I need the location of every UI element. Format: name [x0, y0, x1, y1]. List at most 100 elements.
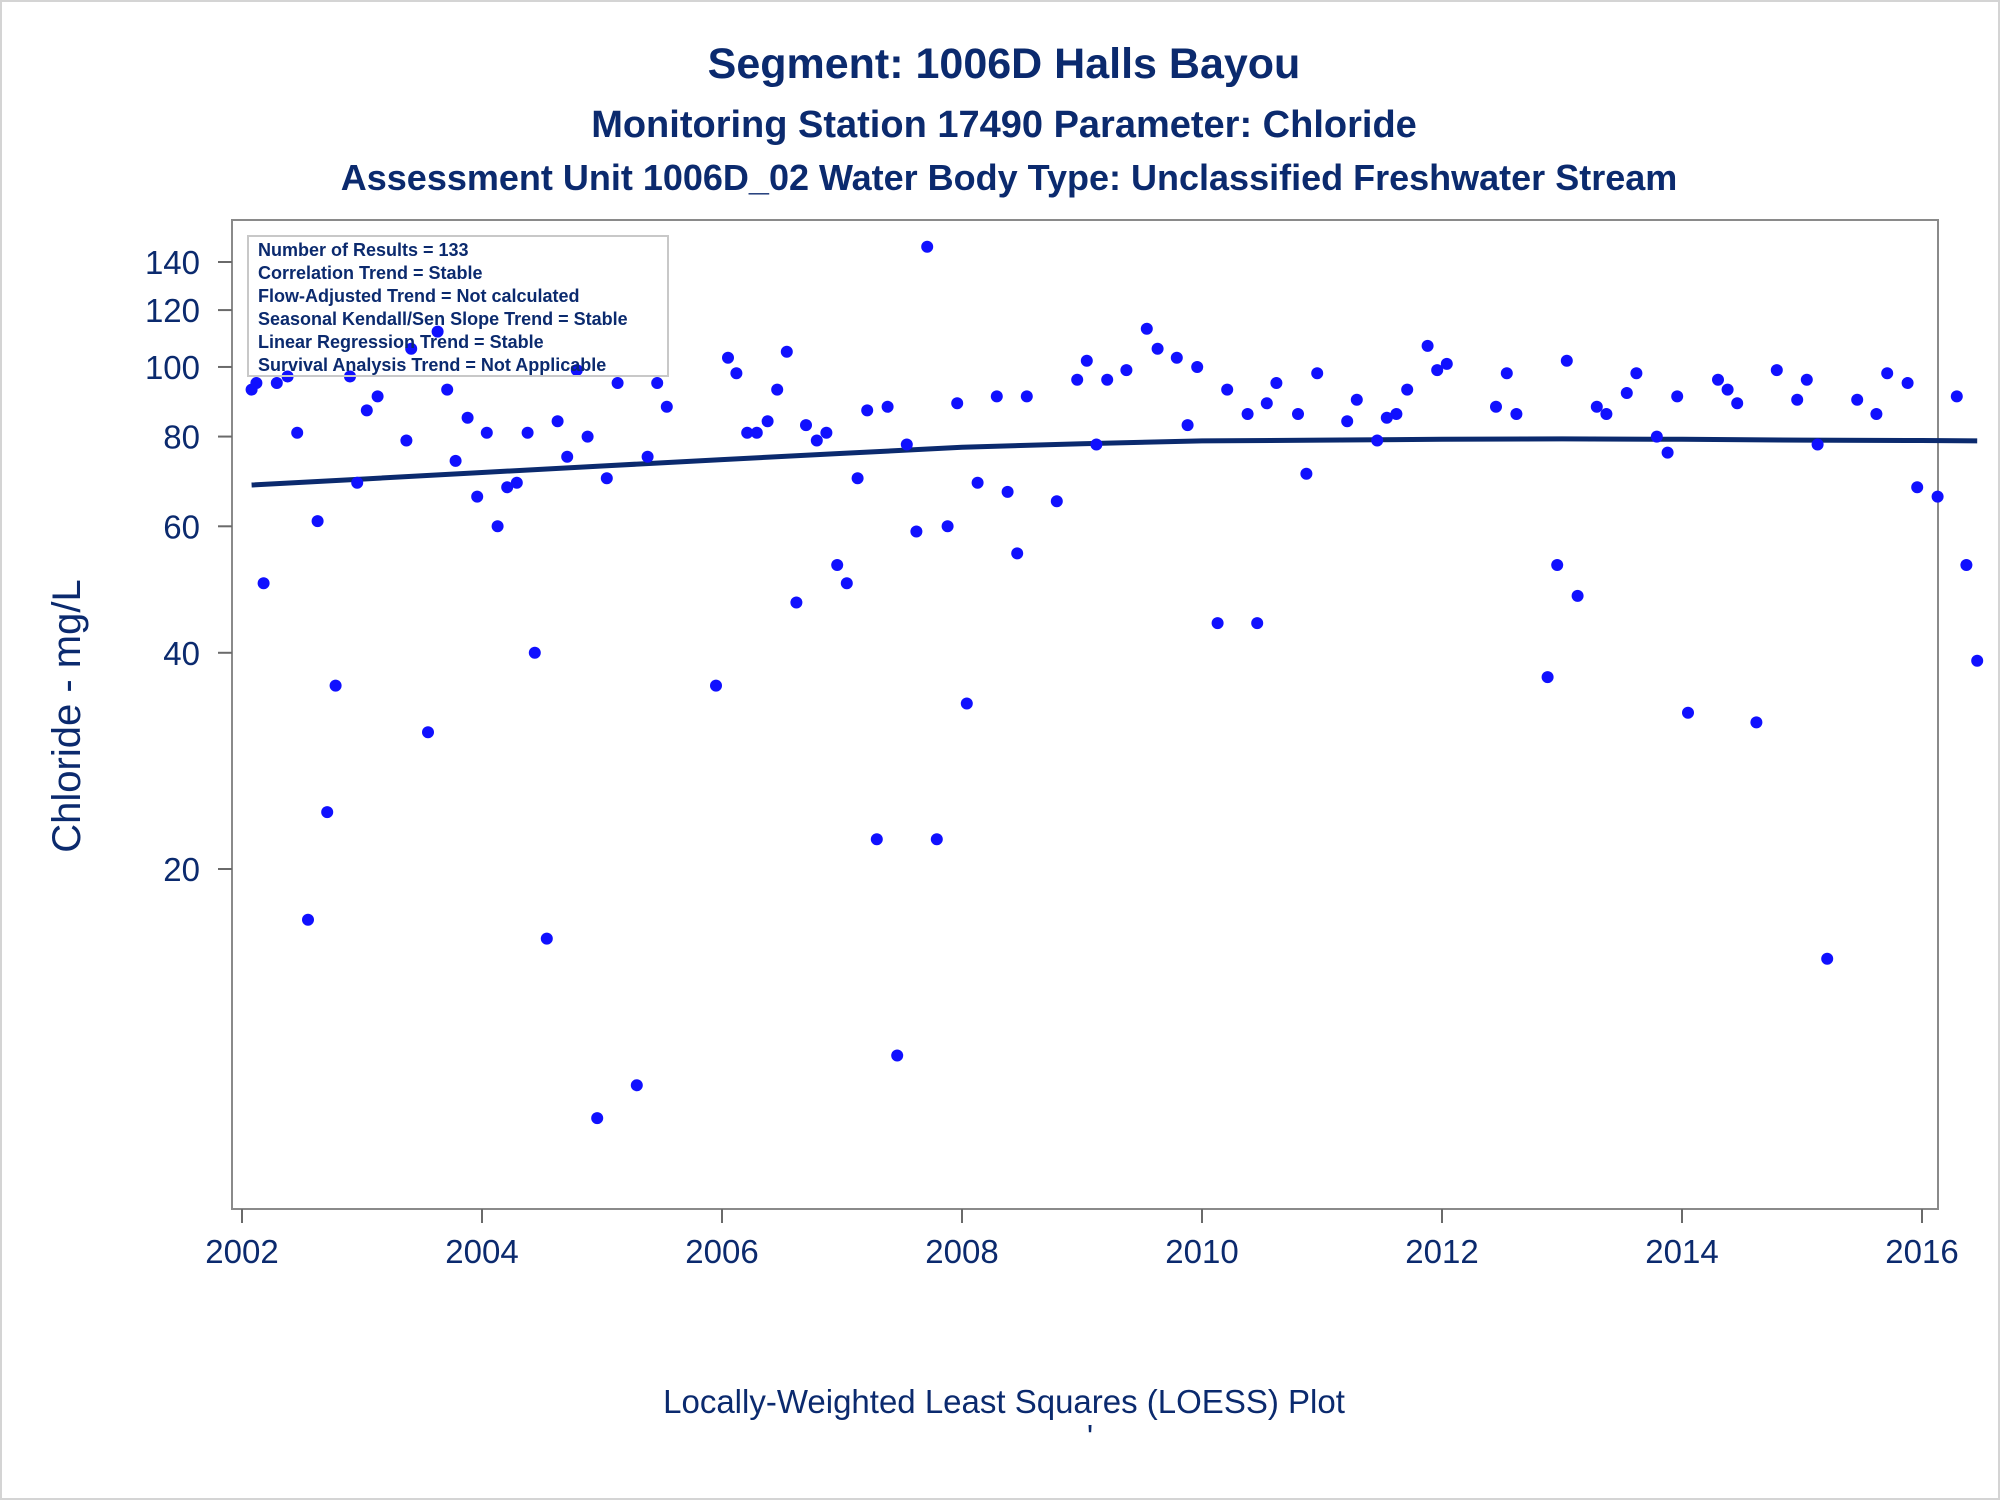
data-point: [1901, 377, 1914, 389]
footnote-mark: ': [1087, 1418, 1093, 1455]
data-point: [1560, 354, 1573, 367]
stats-line: Survival Analysis Trend = Not Applicable: [258, 355, 606, 375]
data-point: [311, 515, 324, 528]
data-point: [630, 1079, 643, 1092]
data-point: [910, 525, 923, 538]
data-point: [900, 438, 913, 451]
data-point: [1270, 377, 1283, 389]
data-point: [1080, 354, 1093, 367]
data-point: [1510, 408, 1523, 420]
data-point: [591, 1112, 604, 1125]
data-point: [1140, 322, 1153, 335]
data-point: [441, 383, 454, 396]
data-point: [1191, 361, 1204, 373]
data-point: [1440, 357, 1453, 370]
data-point: [771, 383, 784, 396]
stats-line: Seasonal Kendall/Sen Slope Trend = Stabl…: [258, 309, 628, 329]
data-point: [1500, 367, 1513, 380]
data-point: [1311, 367, 1324, 380]
data-point: [1971, 654, 1984, 667]
data-point: [1431, 364, 1444, 377]
data-point: [405, 342, 418, 355]
data-point: [1551, 559, 1564, 571]
data-point: [990, 390, 1003, 403]
data-point: [1120, 364, 1133, 377]
data-point: [471, 490, 484, 503]
data-point: [1380, 411, 1393, 424]
data-point: [810, 434, 823, 447]
data-point: [1401, 383, 1414, 396]
data-point: [1960, 559, 1973, 571]
data-point: [302, 913, 314, 926]
stats-line: Linear Regression Trend = Stable: [258, 332, 544, 352]
plot-area: [231, 219, 1939, 1210]
data-point: [800, 419, 812, 432]
data-point: [1151, 342, 1164, 355]
data-point: [431, 325, 444, 338]
y-tick-label: 20: [163, 851, 200, 888]
data-point: [250, 377, 263, 389]
data-point: [551, 415, 564, 428]
data-point: [741, 426, 754, 439]
data-point: [1881, 367, 1894, 380]
y-tick-label: 60: [163, 508, 200, 545]
data-point: [561, 450, 574, 463]
data-point: [491, 520, 504, 533]
data-point: [960, 697, 973, 710]
data-point: [1350, 393, 1363, 406]
stats-box: Number of Results = 133 Correlation Trend…: [247, 235, 669, 377]
data-point: [1050, 495, 1063, 508]
x-tick-label: 2010: [1165, 1233, 1238, 1270]
data-point: [1950, 390, 1963, 403]
data-point: [1630, 367, 1643, 380]
data-point: [941, 520, 954, 533]
data-point: [329, 679, 342, 692]
data-point: [1661, 446, 1674, 459]
data-point: [360, 404, 373, 417]
data-point: [461, 411, 474, 424]
stats-line: Number of Results = 133: [258, 240, 469, 260]
data-point: [570, 364, 583, 377]
data-point: [1811, 438, 1824, 451]
data-point: [710, 679, 722, 692]
data-point: [1671, 390, 1684, 403]
data-point: [861, 404, 874, 417]
chart-subtitle-2: Assessment Unit 1006D_02 Water Body Type…: [341, 157, 1678, 198]
stats-line: Flow-Adjusted Trend = Not calculated: [258, 286, 580, 306]
data-point: [1490, 400, 1502, 413]
data-point: [1421, 339, 1434, 352]
stats-line: Correlation Trend = Stable: [258, 263, 483, 283]
data-point: [1251, 617, 1264, 630]
data-point: [351, 476, 364, 489]
data-point: [581, 430, 594, 443]
data-point: [1870, 408, 1883, 420]
data-point: [1260, 397, 1273, 410]
data-point: [510, 476, 523, 489]
loess-trend-line: [251, 436, 1978, 488]
data-point: [750, 426, 763, 439]
data-point: [1020, 390, 1033, 403]
data-point: [1001, 485, 1014, 498]
data-point: [1770, 364, 1783, 377]
data-point: [1731, 397, 1744, 410]
x-tick-label: 2012: [1405, 1233, 1478, 1270]
data-point: [1390, 408, 1403, 420]
data-point: [1911, 481, 1924, 494]
data-point: [1211, 617, 1224, 630]
data-point: [1682, 706, 1694, 719]
data-point: [820, 426, 833, 439]
data-point: [881, 400, 894, 413]
data-point: [422, 726, 434, 739]
data-point: [1851, 393, 1864, 406]
data-point: [971, 476, 984, 489]
y-axis-label: Chloride - mg/L: [45, 579, 89, 852]
data-point: [1821, 952, 1834, 965]
y-tick-label: 120: [145, 292, 200, 329]
data-point: [400, 434, 413, 447]
data-point: [1341, 415, 1354, 428]
data-point: [521, 426, 534, 439]
data-point: [321, 806, 334, 819]
data-point: [291, 426, 304, 439]
data-point: [1011, 547, 1024, 560]
